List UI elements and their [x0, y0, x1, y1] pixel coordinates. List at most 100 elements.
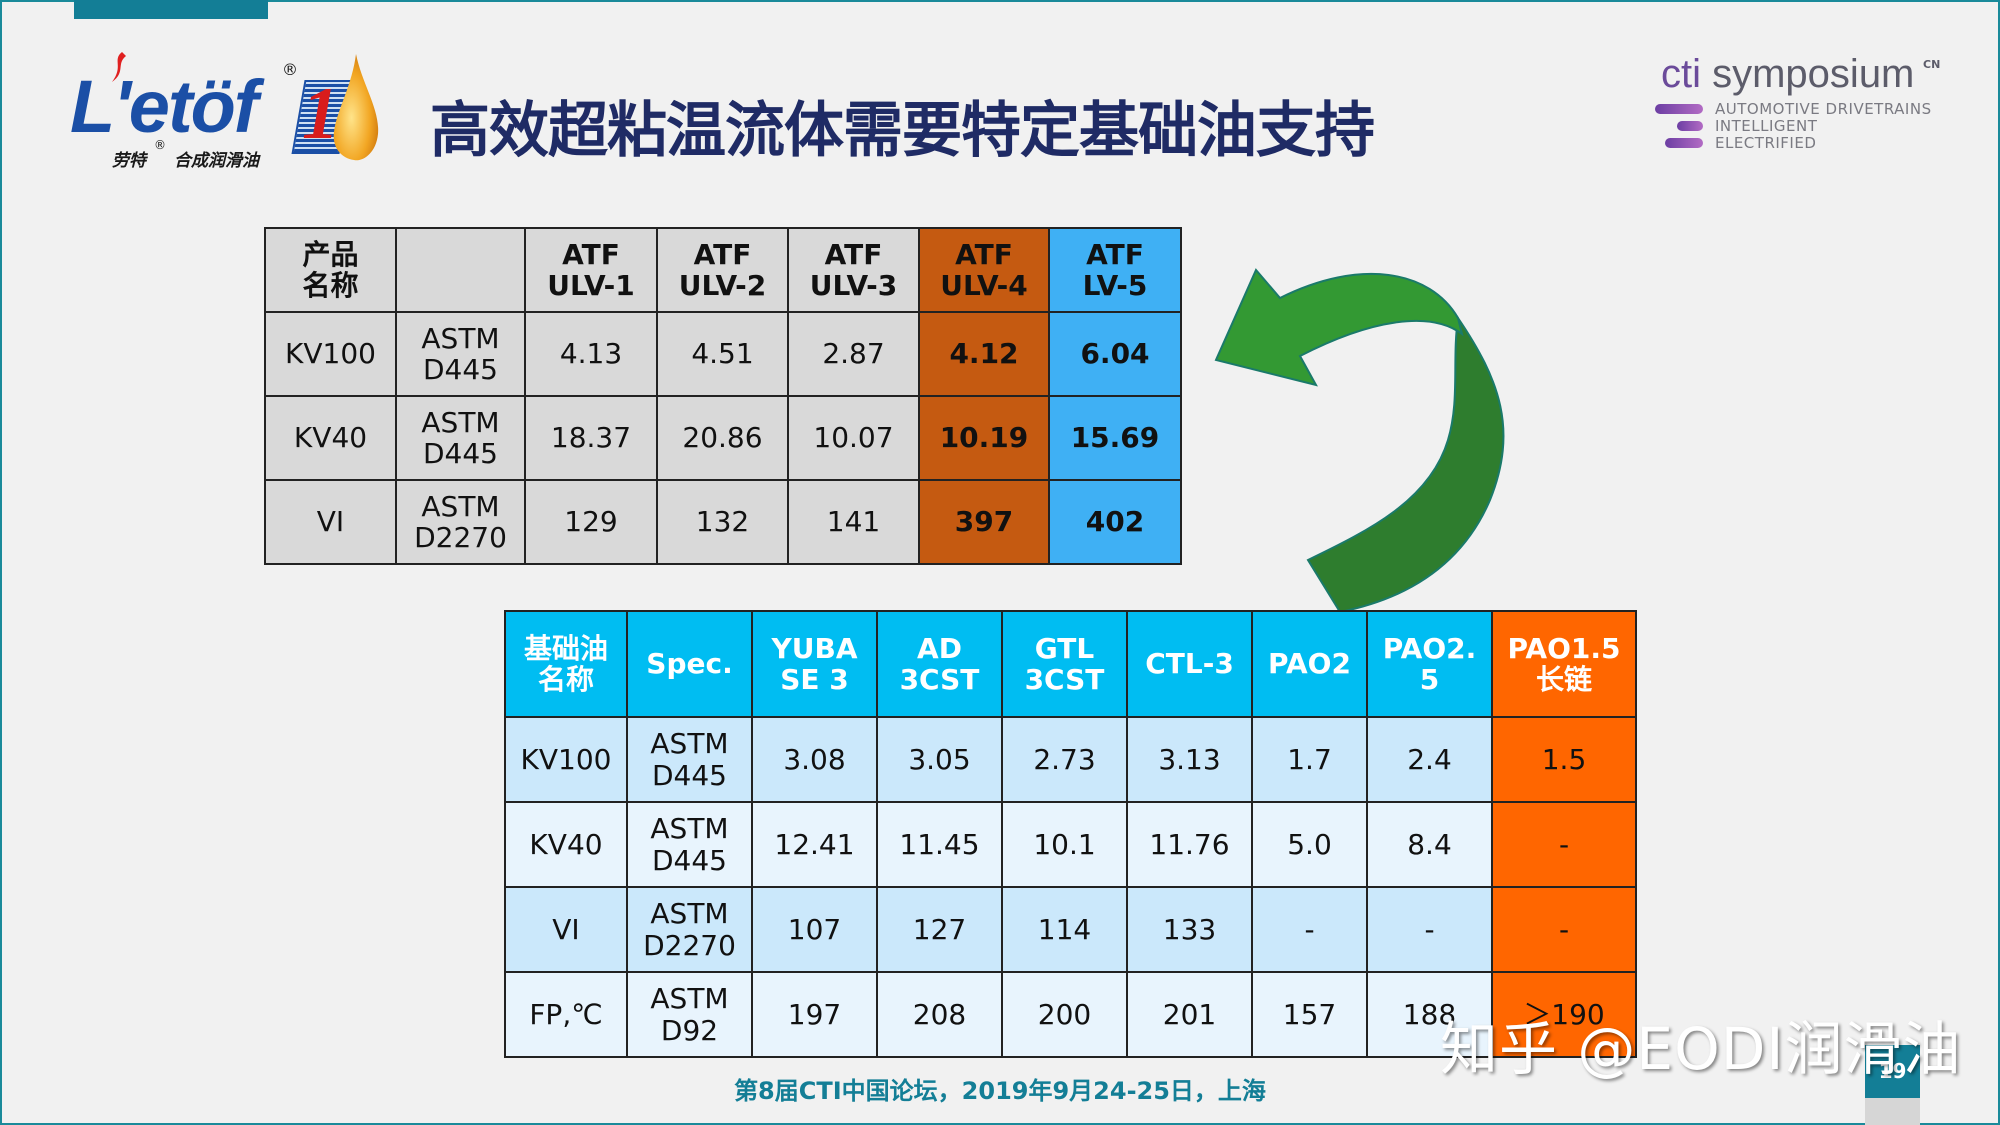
footer-event-text: 第8届CTI中国论坛，2019年9月24-25日，上海: [734, 1077, 1266, 1105]
cell-value: 3.05: [876, 716, 1003, 803]
header-method: [395, 227, 526, 313]
table-row: VI ASTM D2270 107 127 114 133 - - -: [504, 886, 1637, 973]
header-spec: Spec.: [626, 610, 753, 718]
cell-value: 3.08: [751, 716, 878, 803]
row-method: ASTM D2270: [395, 479, 526, 565]
cell-value: 132: [656, 479, 789, 565]
cell-value: 208: [876, 971, 1003, 1058]
table-row: VI ASTM D2270 129 132 141 397 402: [264, 479, 1182, 565]
logo-subtitle-registered: ®: [154, 138, 166, 152]
cell-value: 8.4: [1366, 801, 1493, 888]
atf-header-row: 产品 名称 ATF ULV-1 ATF ULV-2 ATF ULV-3 ATF …: [264, 227, 1182, 313]
logo-subtitle-left: 劳特: [112, 151, 146, 171]
cell-value-highlight: 6.04: [1048, 311, 1182, 397]
cell-value: -: [1366, 886, 1493, 973]
cell-value: 127: [876, 886, 1003, 973]
cell-value: 197: [751, 971, 878, 1058]
slide-title: 高效超粘温流体需要特定基础油支持: [430, 96, 1375, 166]
row-method: ASTM D445: [395, 395, 526, 481]
cell-value: 141: [787, 479, 920, 565]
cell-value: 10.1: [1001, 801, 1128, 888]
header-atf-ulv-3: ATF ULV-3: [787, 227, 920, 313]
header-atf-lv-5: ATF LV-5: [1048, 227, 1182, 313]
table-row: KV100 ASTM D445 3.08 3.05 2.73 3.13 1.7 …: [504, 716, 1637, 803]
cti-cn-superscript: CN: [1923, 58, 1941, 71]
cell-value: 10.07: [787, 395, 920, 481]
logo-number: 1: [302, 73, 339, 155]
header-pao1-5-long-chain: PAO1.5 长链: [1491, 610, 1637, 718]
cell-value: 20.86: [656, 395, 789, 481]
cell-value-highlight: 1.5: [1491, 716, 1637, 803]
header-base-oil-name: 基础油 名称: [504, 610, 628, 718]
cell-value: 11.76: [1126, 801, 1253, 888]
cti-bar-3: [1665, 138, 1703, 148]
cti-line-3: ELECTRIFIED: [1715, 134, 1817, 152]
logo-subtitle-right: 合成润滑油: [174, 151, 259, 171]
letof-logo: L'etöf ® 1 劳特 ® 合成润滑油: [70, 52, 380, 172]
header-ctl-3: CTL-3: [1126, 610, 1253, 718]
header-ad-3cst: AD 3CST: [876, 610, 1003, 718]
cell-value: 4.51: [656, 311, 789, 397]
cti-bar-1: [1655, 104, 1703, 114]
header-product-name: 产品 名称: [264, 227, 397, 313]
cell-value: 129: [524, 479, 658, 565]
logo-wordmark: L'etöf: [70, 65, 258, 148]
cell-value-highlight: -: [1491, 801, 1637, 888]
base-oil-table: 基础油 名称 Spec. YUBA SE 3 AD 3CST GTL 3CST …: [504, 610, 1637, 1058]
oil-drop-icon: [333, 54, 379, 161]
cell-value: 2.87: [787, 311, 920, 397]
base-oil-header-row: 基础油 名称 Spec. YUBA SE 3 AD 3CST GTL 3CST …: [504, 610, 1637, 718]
header-pao2: PAO2: [1251, 610, 1368, 718]
cell-value: 2.73: [1001, 716, 1128, 803]
table-row: KV40 ASTM D445 18.37 20.86 10.07 10.19 1…: [264, 395, 1182, 481]
header-atf-ulv-1: ATF ULV-1: [524, 227, 658, 313]
cell-value-highlight: 402: [1048, 479, 1182, 565]
cti-symposium-logo: cti symposium CN AUTOMOTIVE DRIVETRAINS …: [1655, 52, 1955, 162]
cell-value: 188: [1366, 971, 1493, 1058]
cti-bar-2: [1677, 121, 1703, 131]
cell-value: 12.41: [751, 801, 878, 888]
watermark-text: 知乎 @EODI润滑油: [1440, 1015, 1962, 1083]
cell-value: 114: [1001, 886, 1128, 973]
row-property: KV100: [264, 311, 397, 397]
cell-value: 4.13: [524, 311, 658, 397]
cell-value: 133: [1126, 886, 1253, 973]
cell-value: 200: [1001, 971, 1128, 1058]
cell-value: 5.0: [1251, 801, 1368, 888]
cell-value: 2.4: [1366, 716, 1493, 803]
cell-value-highlight: 15.69: [1048, 395, 1182, 481]
page-number-box: 19: [1865, 1045, 1920, 1125]
cell-value-highlight: ＞190: [1491, 971, 1637, 1058]
page-number: 19: [1878, 1059, 1907, 1083]
cell-value: -: [1251, 886, 1368, 973]
cell-value: 18.37: [524, 395, 658, 481]
atf-product-table: 产品 名称 ATF ULV-1 ATF ULV-2 ATF ULV-3 ATF …: [264, 227, 1182, 565]
cell-value: 1.7: [1251, 716, 1368, 803]
row-method: ASTM D445: [626, 801, 753, 888]
row-property: FP,℃: [504, 971, 628, 1058]
row-method: ASTM D2270: [626, 886, 753, 973]
cell-value-highlight: 4.12: [918, 311, 1050, 397]
cell-value: 107: [751, 886, 878, 973]
cell-value-highlight: 10.19: [918, 395, 1050, 481]
curved-arrow-icon: [1214, 268, 1505, 614]
header-pao2-5: PAO2. 5: [1366, 610, 1493, 718]
header-yuba-se3: YUBA SE 3: [751, 610, 878, 718]
cell-value: 157: [1251, 971, 1368, 1058]
cell-value: 3.13: [1126, 716, 1253, 803]
top-accent-bar: [74, 0, 268, 19]
table-row: KV100 ASTM D445 4.13 4.51 2.87 4.12 6.04: [264, 311, 1182, 397]
row-method: ASTM D445: [395, 311, 526, 397]
row-property: KV40: [264, 395, 397, 481]
cti-wordmark: cti symposium: [1661, 52, 1915, 96]
row-method: ASTM D445: [626, 716, 753, 803]
header-atf-ulv-2: ATF ULV-2: [656, 227, 789, 313]
header-atf-ulv-4: ATF ULV-4: [918, 227, 1050, 313]
cell-value: 11.45: [876, 801, 1003, 888]
logo-registered-mark: ®: [282, 60, 298, 79]
table-row: KV40 ASTM D445 12.41 11.45 10.1 11.76 5.…: [504, 801, 1637, 888]
row-method: ASTM D92: [626, 971, 753, 1058]
row-property: VI: [264, 479, 397, 565]
cti-line-2: INTELLIGENT: [1715, 117, 1818, 135]
cti-line-1: AUTOMOTIVE DRIVETRAINS: [1715, 100, 1932, 118]
